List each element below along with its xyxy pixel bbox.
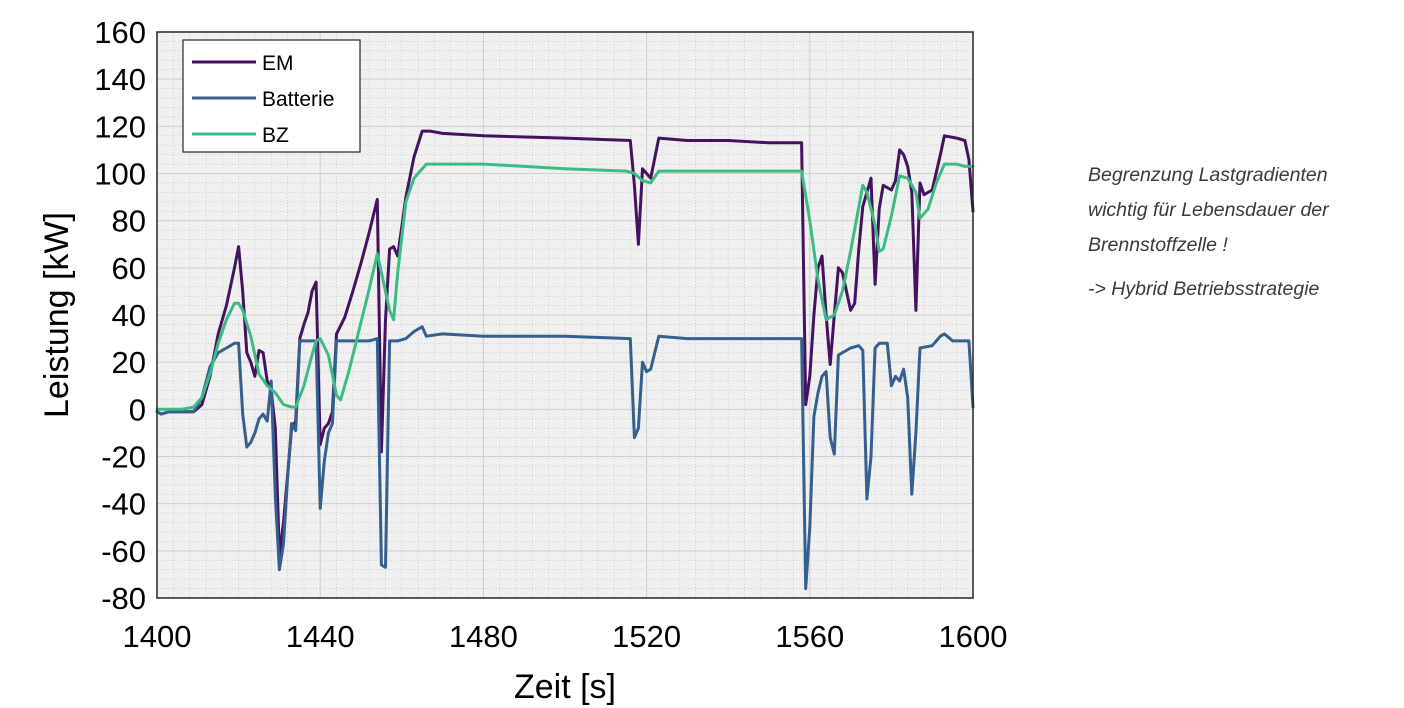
y-tick-label: 60: [112, 251, 146, 286]
y-tick-label: 80: [112, 204, 146, 239]
note-line-1: Begrenzung Lastgradienten: [1088, 164, 1328, 186]
chart: 1400 1440 1480 1520 1560 1600 -80 -60 -40 -20 0 20…: [38, 15, 1008, 706]
x-tick-label: 1440: [286, 619, 355, 654]
y-tick-label: -60: [101, 534, 146, 569]
note-line-2: wichtig für Lebensdauer der: [1088, 199, 1329, 221]
x-tick-label: 1520: [612, 619, 681, 654]
y-tick-label: 0: [129, 392, 146, 427]
line-chart: 1400 1440 1480 1520 1560 1600 -80 -60 -40 -20 0 20…: [38, 15, 1008, 706]
y-tick-label: 120: [94, 109, 146, 144]
y-tick-label: 140: [94, 62, 146, 97]
legend-label-bz: BZ: [262, 124, 289, 147]
note-line-3: Brennstoffzelle !: [1088, 234, 1228, 256]
x-tick-label: 1480: [449, 619, 518, 654]
y-tick-label: 100: [94, 157, 146, 192]
x-tick-labels: 1400 1440 1480 1520 1560 1600: [123, 619, 1008, 654]
x-tick-label: 1560: [775, 619, 844, 654]
y-tick-label: 20: [112, 345, 146, 380]
legend-label-batterie: Batterie: [262, 88, 334, 111]
y-tick-labels: -80 -60 -40 -20 0 20 40 60 80 100 120 140 160: [94, 15, 146, 616]
note-line-4: -> Hybrid Betriebsstrategie: [1088, 278, 1320, 300]
series-lines: [155, 129, 975, 591]
series-line-bz: [155, 162, 975, 411]
y-tick-label: -40: [101, 487, 146, 522]
legend: EM Batterie BZ: [182, 39, 361, 153]
plot-frame: [156, 31, 974, 599]
legend-label-em: EM: [262, 52, 294, 75]
series-line-batterie: [155, 325, 975, 591]
x-tick-label: 1400: [123, 619, 192, 654]
y-axis-label: Leistung [kW]: [38, 212, 76, 418]
x-tick-label: 1600: [939, 619, 1008, 654]
y-tick-label: -80: [101, 581, 146, 616]
series-line-em: [155, 129, 975, 558]
y-tick-label: -20: [101, 440, 146, 475]
side-note: Begrenzung Lastgradienten wichtig für Le…: [1088, 158, 1398, 307]
y-tick-label: 160: [94, 15, 146, 50]
y-tick-label: 40: [112, 298, 146, 333]
x-axis-label: Zeit [s]: [514, 668, 616, 706]
